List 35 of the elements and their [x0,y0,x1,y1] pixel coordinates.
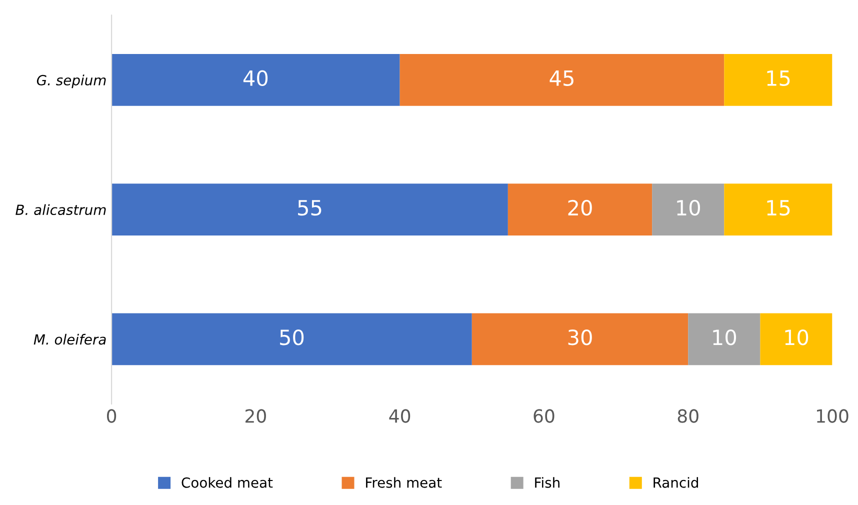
data-label: 10 [785,329,808,346]
x-tick-label: 40 [389,409,410,423]
x-tick-label: 20 [246,409,266,423]
x-tick-label: 0 [106,409,116,423]
data-label: 15 [767,200,790,216]
y-tick-label: M. oleifera [34,334,106,345]
bar [688,313,760,366]
y-tick-label: B. alicastrum [16,204,106,216]
bar [112,313,472,366]
data-label: 10 [677,200,700,216]
data-label: 15 [767,70,790,86]
x-tick-label: 60 [534,409,554,423]
bar [112,54,400,106]
bar [724,54,832,106]
legend-label: Rancid [654,477,698,488]
data-label: 20 [568,200,592,216]
bar [724,184,832,236]
bar [760,313,832,366]
legend-label: Fresh meat [366,477,442,488]
bar [472,313,688,366]
x-tick-label: 100 [817,409,848,423]
bar [652,184,724,236]
bar [112,184,508,236]
legend-label: Cooked meat [182,477,273,488]
data-label: 55 [298,200,322,216]
data-label: 45 [550,70,574,86]
data-label: 10 [713,329,736,346]
x-tick-label: 80 [678,409,698,423]
data-label: 50 [280,329,304,346]
data-label: 40 [243,70,268,86]
data-label: 30 [568,329,592,346]
bar [508,184,652,236]
y-tick-label: G. sepium [36,74,106,88]
bar [400,54,724,106]
legend-label: Fish [535,477,560,488]
